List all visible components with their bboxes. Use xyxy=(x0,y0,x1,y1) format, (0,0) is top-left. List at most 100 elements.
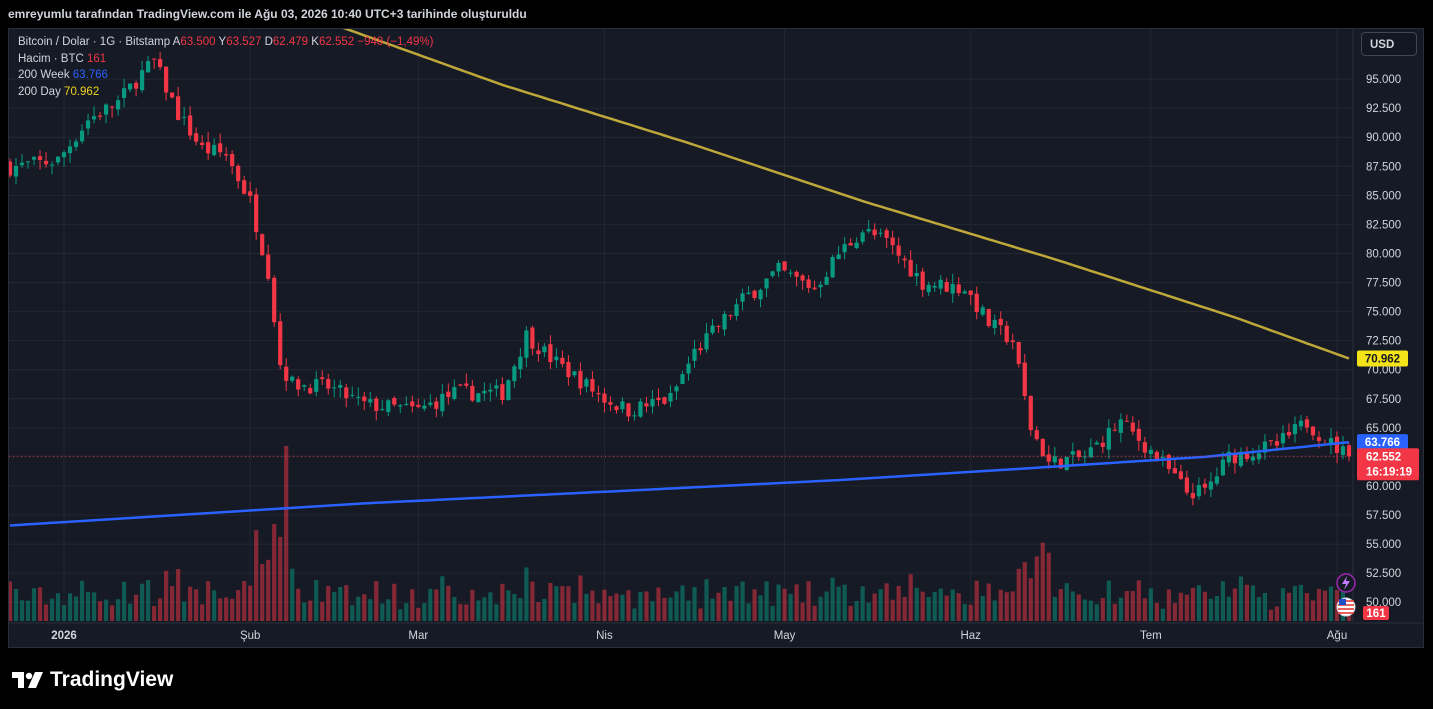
volume-bar xyxy=(746,603,751,621)
tradingview-brand[interactable]: TradingView xyxy=(12,668,173,692)
legend-volume-row[interactable]: Hacim · BTC 161 xyxy=(18,51,433,68)
candle-body xyxy=(103,104,109,115)
y-tick-label: 87.500 xyxy=(1366,161,1401,173)
candle-body xyxy=(1166,454,1171,470)
y-tick-label: 52.500 xyxy=(1366,568,1401,580)
volume-bar xyxy=(206,581,211,621)
volume-bar xyxy=(380,603,385,621)
candle-body xyxy=(176,96,181,120)
candle-body xyxy=(338,384,343,388)
tradingview-logo-icon xyxy=(12,670,44,690)
candle-body xyxy=(1244,453,1250,460)
volume-bar xyxy=(998,589,1003,621)
volume-bar xyxy=(254,530,259,621)
candle-body xyxy=(596,393,601,395)
candle-body xyxy=(1100,442,1105,447)
close-value: 62.552 xyxy=(318,36,355,48)
legend-ma200w-row[interactable]: 200 Week 63.766 xyxy=(18,67,433,84)
candle-body xyxy=(1184,477,1189,493)
volume-bar xyxy=(830,577,835,621)
chart-panel[interactable] xyxy=(8,28,1424,648)
volume-bar xyxy=(650,601,655,621)
candle-body xyxy=(842,244,847,253)
volume-bar xyxy=(1310,600,1316,621)
candle-body xyxy=(776,263,781,272)
volume-bar xyxy=(572,603,577,621)
candle-body xyxy=(812,287,817,290)
candle-body xyxy=(914,273,919,277)
candle-body xyxy=(872,229,877,236)
volume-bar xyxy=(800,602,805,621)
candle-body xyxy=(458,384,463,386)
volume-bar xyxy=(926,596,931,621)
volume-bar xyxy=(1088,600,1093,621)
candle-body xyxy=(854,242,859,249)
candle-body xyxy=(314,379,319,392)
volume-bar xyxy=(446,585,451,621)
candle-body xyxy=(554,356,559,361)
volume-bar xyxy=(176,568,181,621)
candle-body xyxy=(1034,430,1039,440)
volume-bar xyxy=(434,589,439,621)
candle-body xyxy=(1334,436,1340,453)
candle-body xyxy=(85,120,91,129)
y-tick-label: 72.500 xyxy=(1366,336,1401,348)
volume-bar xyxy=(476,600,481,621)
candle-body xyxy=(1202,483,1207,488)
candle-body xyxy=(55,156,61,163)
volume-bar xyxy=(1142,598,1147,621)
volume-bar xyxy=(1016,568,1021,621)
candles xyxy=(9,51,1352,506)
candle-body xyxy=(1148,449,1153,455)
candle-body xyxy=(362,396,367,402)
candle-body xyxy=(464,383,469,386)
volume-bar xyxy=(260,564,265,621)
volume-bar xyxy=(79,580,85,621)
volume-bar xyxy=(1190,587,1195,621)
volume-bar xyxy=(158,598,163,621)
candle-body xyxy=(578,370,583,389)
candle-body xyxy=(794,271,799,277)
volume-bar xyxy=(1184,594,1189,621)
ma200d-price-tag-box xyxy=(1357,350,1408,367)
volume-bar xyxy=(1082,599,1087,621)
volume-bar xyxy=(770,605,775,621)
legend-ma200d-row[interactable]: 200 Day 70.962 xyxy=(18,84,433,101)
candle-body xyxy=(902,258,907,261)
candle-body xyxy=(248,191,253,196)
countdown-value: 16:19:19 xyxy=(1366,466,1412,478)
volume-bar xyxy=(1274,606,1280,621)
volume-bar xyxy=(13,588,19,621)
volume-bar xyxy=(458,604,463,621)
y-tick-label: 95.000 xyxy=(1366,74,1401,86)
volume-bar xyxy=(212,590,217,621)
candle-body xyxy=(1304,419,1310,428)
candle-body xyxy=(896,245,901,256)
volume-bar xyxy=(950,589,955,621)
candle-body xyxy=(1118,419,1123,433)
candle-body xyxy=(308,387,313,394)
volume-bar xyxy=(734,586,739,621)
currency-button[interactable]: USD xyxy=(1361,32,1417,56)
volume-bar xyxy=(764,581,769,621)
candle-body xyxy=(476,393,481,403)
volume-bar xyxy=(290,568,295,621)
ma200w-value: 63.766 xyxy=(72,69,108,81)
candle-body xyxy=(1004,325,1009,343)
volume-bar xyxy=(1178,592,1183,621)
candle-body xyxy=(1208,481,1213,490)
ma200w-price-tag-box xyxy=(1357,434,1408,451)
candle-body xyxy=(956,284,961,294)
volume-bar xyxy=(614,593,619,621)
volume-bar xyxy=(860,586,865,621)
ma200d-price-tag-value: 70.962 xyxy=(1365,354,1400,366)
candle-body xyxy=(878,232,883,234)
volume-bar xyxy=(272,524,277,621)
candle-body xyxy=(1046,454,1051,462)
volume-bar xyxy=(1154,602,1159,621)
ma200w-label: 200 Week xyxy=(18,69,70,81)
volume-bar xyxy=(680,585,685,621)
volume-bar xyxy=(296,588,301,621)
symbol-title[interactable]: Bitcoin / Dolar · 1G · Bitstamp xyxy=(18,36,171,48)
